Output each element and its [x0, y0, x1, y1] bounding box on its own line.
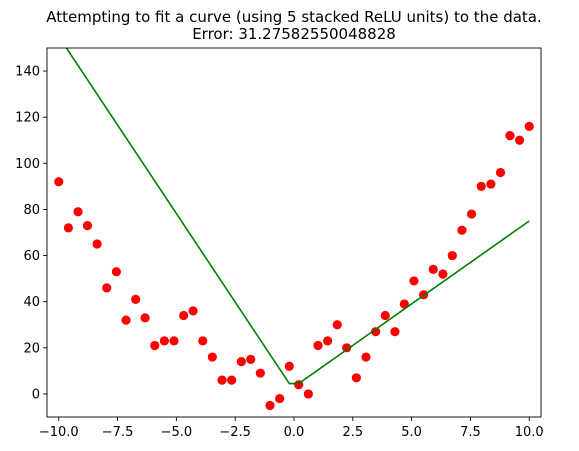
data-point	[73, 207, 83, 217]
data-point	[438, 269, 448, 279]
y-tick-label: 120	[15, 111, 40, 126]
fit-line	[65, 48, 530, 385]
x-tick-label: 7.5	[460, 425, 481, 440]
data-point	[198, 336, 208, 346]
data-point	[505, 131, 515, 141]
data-point	[495, 167, 506, 178]
data-point	[54, 177, 64, 187]
data-point	[409, 276, 419, 286]
data-point	[102, 283, 112, 293]
data-point	[514, 135, 525, 145]
x-tick-label: −7.5	[102, 425, 134, 440]
y-tick-label: 80	[23, 203, 40, 218]
data-point	[447, 250, 457, 261]
data-point	[82, 220, 93, 231]
data-point	[111, 267, 121, 277]
data-point	[390, 327, 400, 337]
data-point	[179, 310, 189, 321]
x-tick-label: −2.5	[219, 425, 251, 440]
data-point	[524, 121, 534, 132]
axes-frame	[46, 47, 542, 418]
data-point	[217, 375, 227, 385]
chart-subtitle-error: Error: 31.27582550048828	[192, 25, 396, 43]
data-point	[371, 327, 381, 337]
data-point	[207, 352, 217, 362]
data-point	[92, 239, 102, 249]
data-point	[159, 336, 169, 346]
data-point	[467, 209, 477, 219]
data-point	[476, 181, 486, 191]
data-point	[428, 264, 438, 274]
x-tick-label: −10.0	[39, 425, 79, 440]
data-point	[284, 361, 294, 371]
plot-area: −10.0 −7.5 −5.0 −2.5 0.0 2.5 5.0 7.5 10.0 0 20 40 60…	[15, 47, 544, 440]
y-tick-label: 100	[15, 157, 40, 172]
data-point	[265, 400, 275, 411]
data-point	[255, 368, 265, 378]
y-tick-label: 0	[32, 387, 40, 402]
data-point	[150, 340, 160, 351]
x-tick-label: 5.0	[401, 425, 422, 440]
data-point	[246, 354, 256, 364]
x-tick-label: −5.0	[161, 425, 193, 440]
data-point	[332, 320, 342, 330]
data-point	[140, 313, 150, 323]
data-point	[457, 225, 467, 235]
x-tick-label: 2.5	[342, 425, 363, 440]
data-point	[63, 223, 74, 233]
x-tick-label: 10.0	[515, 425, 544, 440]
data-point	[227, 375, 237, 385]
data-point	[236, 357, 246, 367]
y-tick-label: 20	[23, 341, 40, 356]
data-point	[342, 343, 352, 353]
data-point	[361, 352, 371, 362]
y-tick-label: 60	[23, 249, 40, 264]
data-point	[188, 306, 198, 316]
y-tick-label: 140	[15, 65, 40, 80]
data-point	[351, 373, 361, 383]
data-point	[399, 299, 409, 309]
data-point	[121, 315, 131, 325]
data-point	[380, 310, 390, 321]
data-point	[313, 340, 323, 351]
data-point	[169, 336, 179, 346]
data-point	[131, 294, 141, 304]
data-point	[275, 393, 285, 404]
y-tick-label: 40	[23, 295, 40, 310]
data-point	[486, 179, 496, 189]
data-point	[323, 336, 333, 346]
x-tick-label: 0.0	[284, 425, 305, 440]
data-point	[303, 389, 313, 399]
chart-title: Attempting to fit a curve (using 5 stack…	[46, 8, 542, 26]
